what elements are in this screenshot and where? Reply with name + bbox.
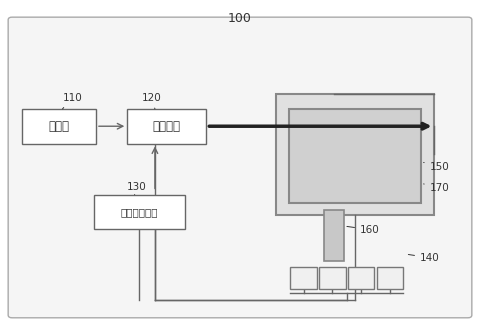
Text: 130: 130 (127, 182, 147, 195)
Bar (324, 210, 344, 261)
Text: 控制器: 控制器 (48, 120, 69, 133)
Bar (319, 267, 346, 289)
Bar (94, 195, 185, 229)
Bar (276, 94, 434, 214)
Bar (127, 109, 206, 144)
Text: 100: 100 (228, 12, 252, 24)
Text: 信号电路: 信号电路 (153, 120, 181, 133)
Bar (289, 109, 421, 203)
Bar (22, 109, 96, 144)
Text: 120: 120 (142, 93, 161, 109)
Text: 170: 170 (424, 183, 449, 193)
Bar (377, 267, 403, 289)
Text: 150: 150 (424, 162, 449, 172)
FancyBboxPatch shape (8, 17, 472, 318)
Text: 光源调制电路: 光源调制电路 (120, 207, 158, 217)
Text: 140: 140 (408, 253, 440, 263)
Bar (348, 267, 374, 289)
Text: 110: 110 (62, 93, 82, 109)
Bar (290, 267, 317, 289)
Text: 160: 160 (347, 225, 380, 235)
